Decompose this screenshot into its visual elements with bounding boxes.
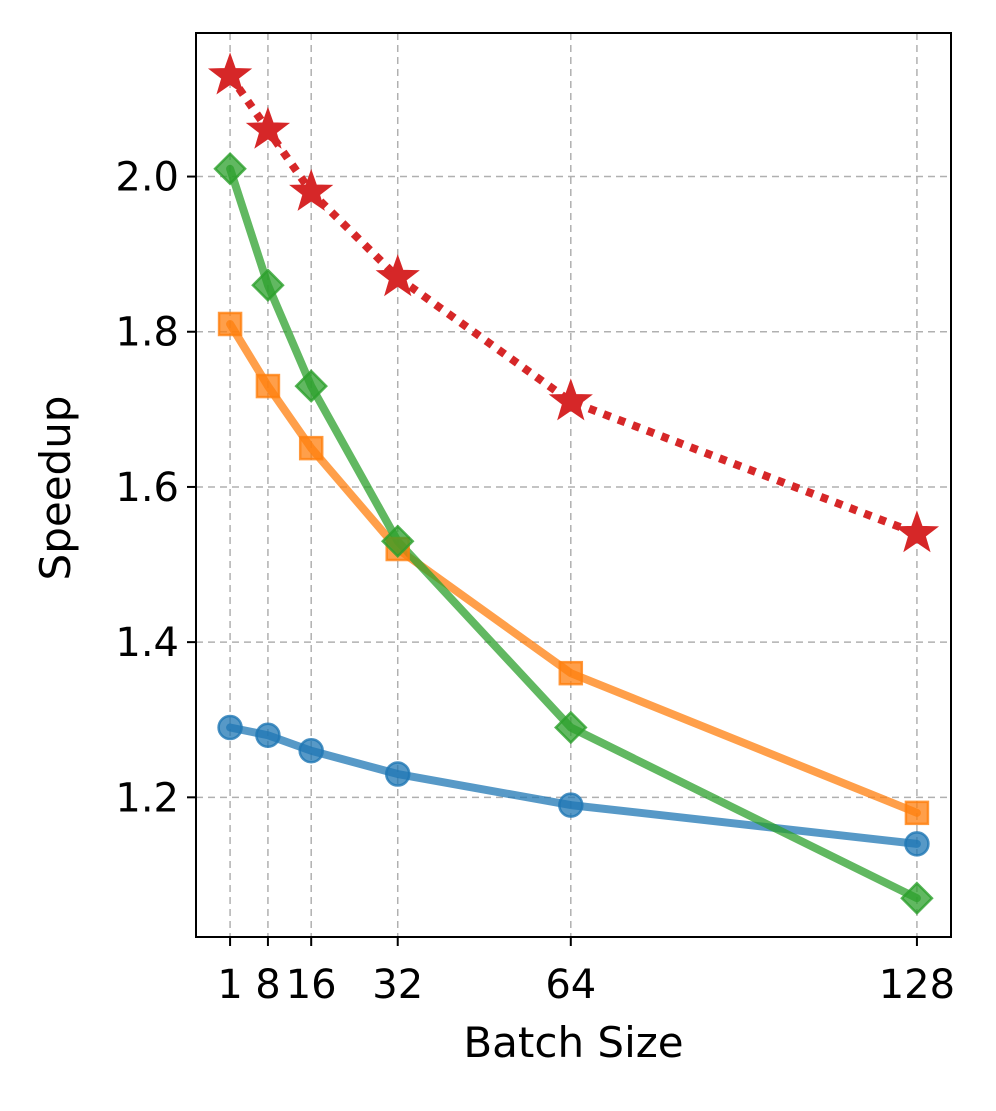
series-blue-circle-point bbox=[217, 714, 243, 741]
x-tick-label: 128 bbox=[879, 962, 955, 1008]
series-orange-square-point bbox=[558, 660, 584, 686]
series-red-star-point bbox=[375, 254, 420, 297]
y-axis-title: Speedup bbox=[31, 396, 80, 581]
series-green-diamond-point bbox=[294, 369, 328, 403]
x-tick-label: 8 bbox=[255, 962, 280, 1008]
series-red-star-point bbox=[245, 106, 291, 149]
marker-layer bbox=[207, 52, 940, 915]
series-blue-circle-line bbox=[226, 723, 921, 848]
series-blue-circle-point bbox=[558, 792, 584, 818]
x-tick-label: 16 bbox=[286, 962, 337, 1008]
series-blue-circle-point bbox=[904, 831, 930, 857]
series-red-star-point bbox=[289, 168, 334, 211]
x-tick-label: 64 bbox=[545, 962, 596, 1008]
series-green-diamond-point bbox=[554, 710, 588, 745]
y-tick-label: 1.6 bbox=[115, 465, 179, 511]
y-tick-label: 1.2 bbox=[115, 775, 179, 821]
series-red-star-line bbox=[226, 73, 919, 538]
x-axis-title: Batch Size bbox=[463, 1018, 683, 1067]
series-red-star-point bbox=[207, 52, 253, 95]
series-red-star-point bbox=[894, 510, 940, 553]
series-green-diamond-point bbox=[380, 524, 415, 559]
x-tick-label: 32 bbox=[372, 962, 423, 1008]
series-red-star-point bbox=[548, 378, 593, 421]
series-green-diamond-point bbox=[900, 881, 934, 915]
y-tick-label: 1.4 bbox=[115, 620, 179, 666]
series-orange-square-point bbox=[255, 373, 281, 399]
series-green-diamond-point bbox=[213, 152, 247, 186]
series-green-diamond-point bbox=[251, 268, 285, 302]
series-blue-circle-point bbox=[255, 722, 281, 748]
y-tick-label: 2.0 bbox=[115, 155, 179, 201]
y-tick-label: 1.8 bbox=[115, 310, 179, 356]
ticks: 1 8 16 32 64 128 1.2 1.4 1.6 1.8 2.0 bbox=[115, 155, 955, 1008]
plot-frame bbox=[195, 32, 952, 938]
series-orange-square-point bbox=[298, 435, 324, 461]
series-orange-square-point bbox=[217, 311, 243, 337]
series-green-diamond-line bbox=[226, 164, 921, 903]
series-orange-square-point bbox=[904, 800, 930, 826]
series-blue-circle-point bbox=[384, 761, 411, 787]
series-blue-circle-point bbox=[298, 738, 324, 764]
x-tick-label: 1 bbox=[217, 962, 242, 1008]
